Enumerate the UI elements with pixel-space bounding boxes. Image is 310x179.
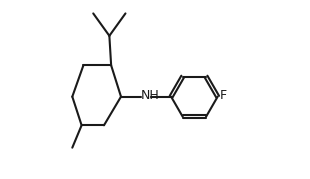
- Text: NH: NH: [141, 89, 160, 102]
- Text: F: F: [219, 89, 227, 102]
